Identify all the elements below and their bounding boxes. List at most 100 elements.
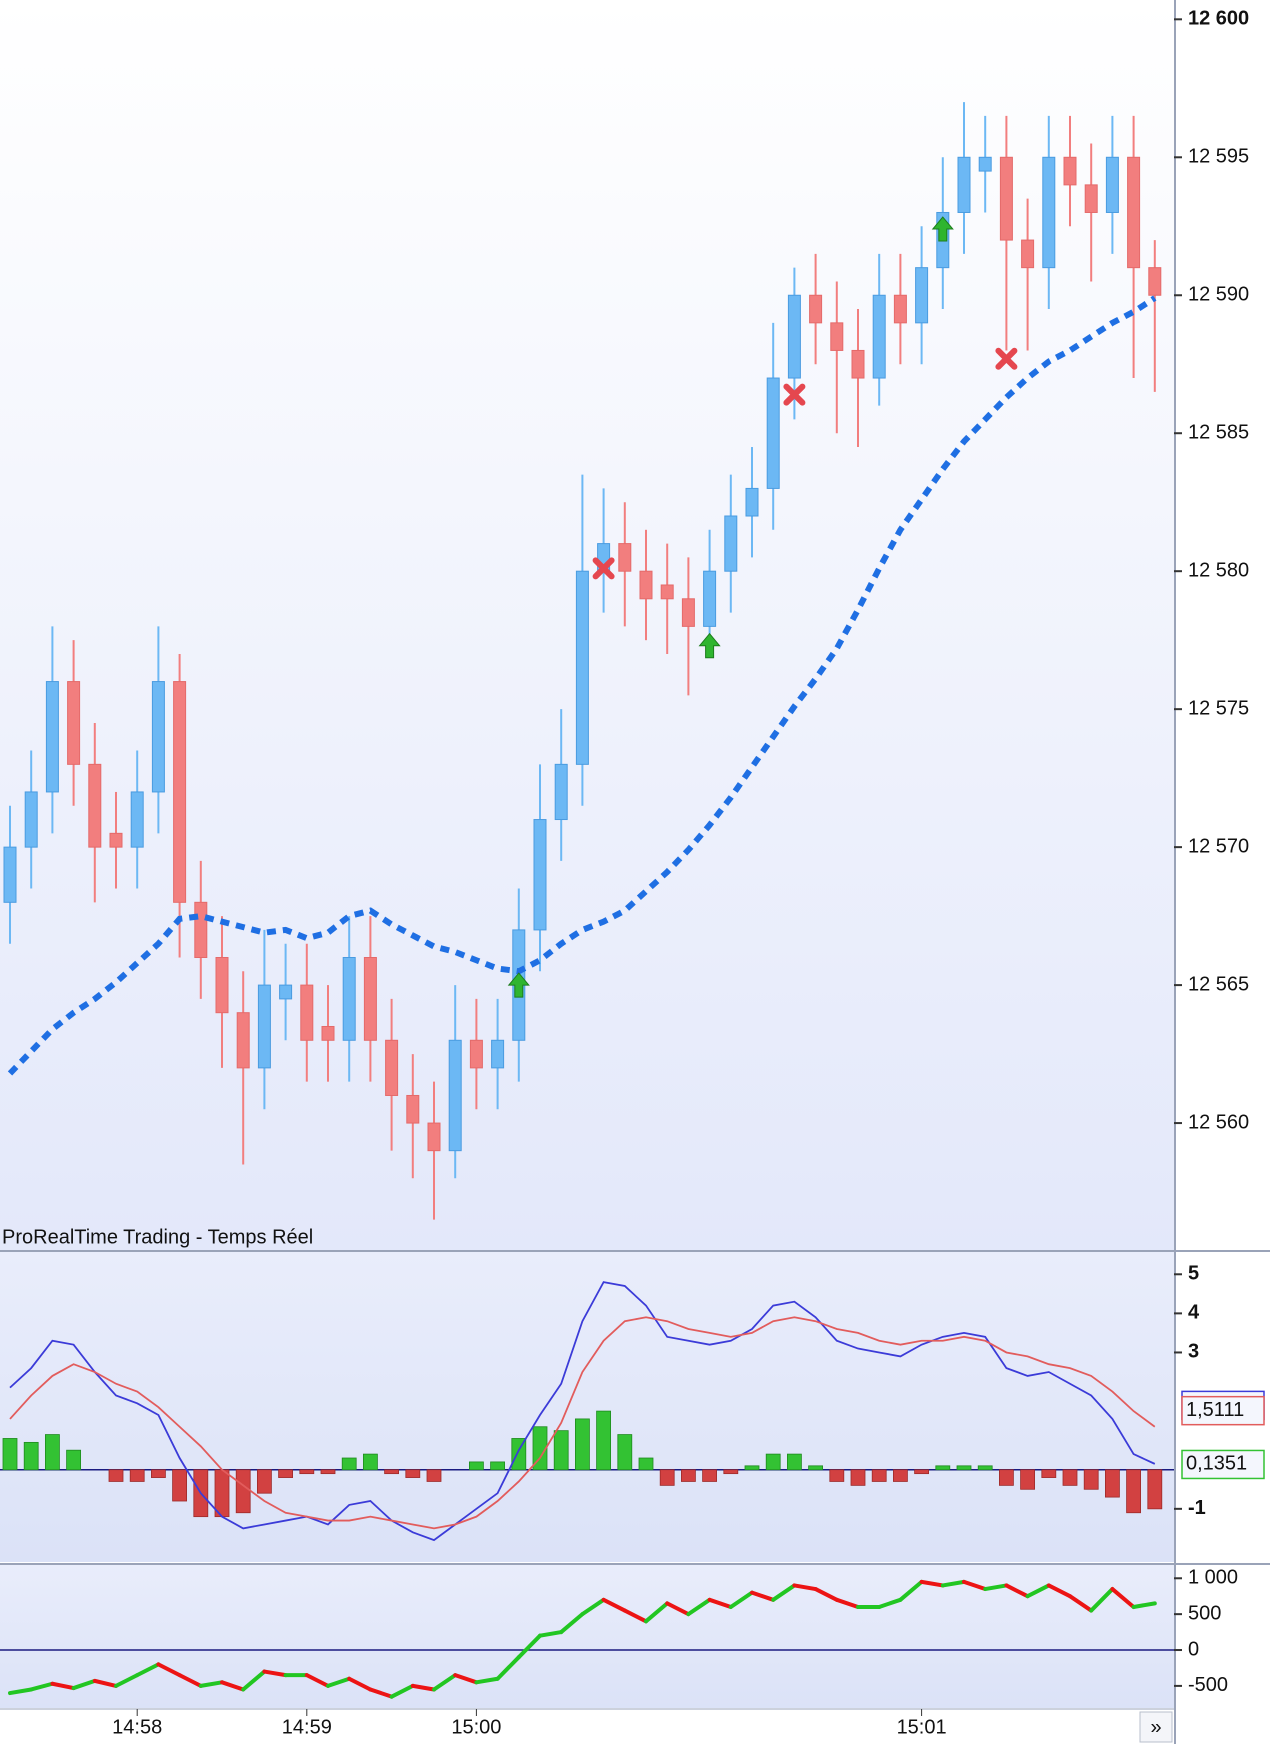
line-segment — [919, 1579, 945, 1588]
sell-signal — [995, 347, 1018, 370]
histogram-bar — [2, 1438, 18, 1471]
nav-button-label[interactable]: » — [1150, 1716, 1161, 1738]
histogram-bar — [596, 1410, 611, 1471]
candle-body — [1021, 239, 1035, 269]
footer-label: ProRealTime Trading - Temps Réel — [2, 1226, 313, 1248]
indicator-line — [9, 1316, 1156, 1530]
candle-body — [194, 901, 208, 959]
y-tick-label: 12 565 — [1188, 973, 1249, 995]
line-segment — [198, 1680, 224, 1688]
sell-signal — [592, 557, 615, 580]
candle-body — [215, 957, 229, 1014]
candle-body — [448, 1039, 462, 1152]
candle-body — [809, 294, 823, 324]
histogram-bar — [235, 1469, 251, 1514]
candle-body — [830, 322, 844, 351]
last-value-label: 1,5111 — [1186, 1399, 1244, 1421]
histogram-bar — [850, 1469, 866, 1486]
x-tick-label: 14:58 — [112, 1716, 162, 1738]
y-tick-label: -500 — [1188, 1674, 1228, 1696]
histogram-bar — [45, 1434, 60, 1471]
y-tick-label: 12 570 — [1188, 835, 1249, 857]
line-segment — [559, 1612, 585, 1635]
histogram-bar — [681, 1469, 696, 1482]
x-tick-label: 15:00 — [451, 1716, 501, 1738]
line-segment — [432, 1673, 458, 1692]
y-tick-label: 1 000 — [1188, 1567, 1238, 1589]
candle-body — [957, 156, 971, 213]
x-tick-label: 14:59 — [282, 1716, 332, 1738]
x-tick-label: 15:01 — [897, 1716, 947, 1738]
macd-panel — [0, 1252, 1174, 1562]
buy-signal — [931, 216, 954, 242]
line-segment — [71, 1678, 97, 1691]
y-tick-label: 12 600 — [1188, 8, 1249, 30]
candle-body — [872, 294, 886, 379]
histogram-bar — [172, 1469, 188, 1502]
buy-signal — [507, 972, 530, 998]
line-segment — [686, 1597, 712, 1617]
histogram-bar — [575, 1418, 590, 1471]
histogram-bar — [511, 1438, 527, 1471]
histogram-bar — [659, 1469, 675, 1486]
candle-body — [915, 267, 929, 324]
line-segment — [962, 1579, 988, 1592]
line-segment — [1004, 1583, 1030, 1599]
histogram-bar — [468, 1461, 484, 1471]
line-segment — [601, 1597, 627, 1613]
candle-body — [385, 1039, 399, 1096]
histogram-bar — [405, 1469, 421, 1478]
histogram-bar — [23, 1441, 39, 1471]
candle-body — [469, 1039, 483, 1069]
histogram-bar — [553, 1430, 569, 1471]
line-segment — [347, 1676, 373, 1692]
line-segment — [326, 1676, 352, 1688]
histogram-bar — [150, 1469, 166, 1478]
candle-body — [491, 1039, 505, 1069]
histogram-bar — [617, 1434, 633, 1471]
y-tick-label: 12 560 — [1188, 1111, 1249, 1133]
histogram-bar — [341, 1457, 357, 1471]
line-segment — [1046, 1583, 1072, 1599]
candle-body — [745, 487, 759, 517]
candle-body — [639, 570, 653, 600]
candle-body — [978, 156, 992, 172]
candle-body — [1084, 184, 1098, 213]
line-segment — [877, 1597, 903, 1609]
histogram-bar — [108, 1469, 124, 1482]
histogram-bar — [1041, 1469, 1057, 1478]
candle-body — [406, 1094, 420, 1124]
line-segment — [304, 1673, 330, 1688]
candle-body — [321, 1025, 335, 1041]
candle-body — [851, 349, 865, 379]
histogram-bar — [935, 1465, 951, 1471]
histogram-bar — [977, 1465, 993, 1471]
histogram-bar — [829, 1469, 845, 1482]
candle-body — [660, 584, 674, 600]
histogram-bar — [914, 1469, 929, 1475]
histogram-bar — [808, 1465, 823, 1471]
histogram-bar — [723, 1469, 739, 1475]
line-segment — [538, 1630, 564, 1638]
histogram-bar — [66, 1449, 81, 1471]
nav-button[interactable] — [1139, 1711, 1173, 1743]
histogram-bar — [1126, 1469, 1141, 1514]
line-segment — [707, 1597, 733, 1609]
line-segment — [1068, 1594, 1094, 1613]
line-segment — [241, 1669, 267, 1692]
histogram-bar — [362, 1453, 378, 1471]
candle-body — [173, 681, 187, 903]
candle-body — [363, 957, 377, 1041]
candle-body — [1042, 156, 1056, 269]
line-segment — [940, 1579, 966, 1588]
indicator-line — [9, 1281, 1156, 1542]
candle-body — [1105, 156, 1119, 213]
histogram-bar — [214, 1469, 230, 1518]
histogram-bar — [765, 1453, 781, 1471]
y-tick-label: 0 — [1188, 1638, 1199, 1660]
y-tick-label: 4 — [1188, 1302, 1200, 1324]
line-segment — [262, 1669, 288, 1678]
candle-body — [787, 294, 801, 379]
